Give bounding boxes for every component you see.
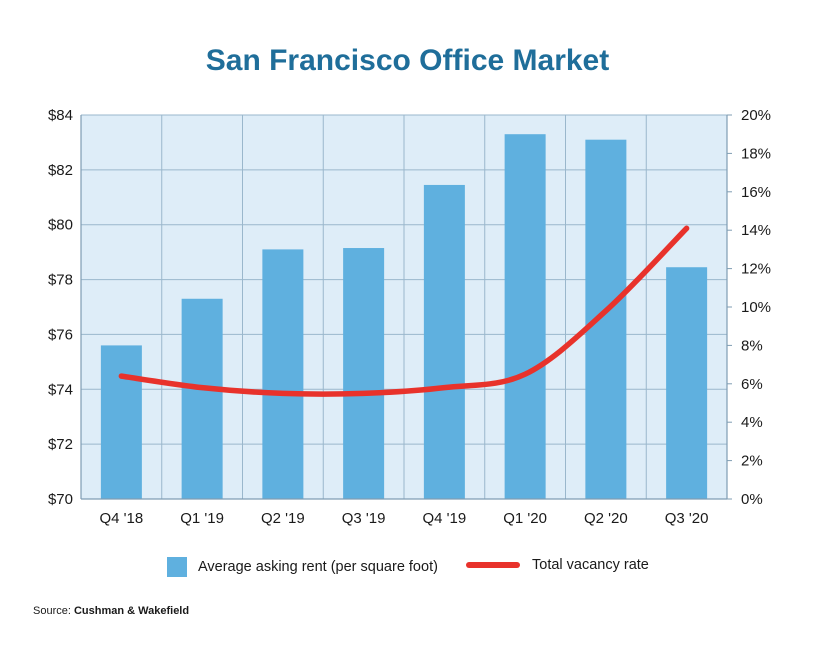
y-right-tick-label: 20% — [741, 107, 771, 124]
y-left-tick-label: $70 — [48, 491, 73, 508]
line-vacancy — [118, 225, 690, 397]
y-left-tick-label: $82 — [48, 162, 73, 179]
x-tick-label: Q3 '20 — [665, 510, 709, 527]
bar-rent — [262, 249, 304, 499]
source-note: Source: Cushman & Wakefield — [33, 605, 189, 617]
y-left-tick-label: $80 — [48, 217, 73, 234]
y-right-tick-label: 16% — [741, 184, 771, 201]
bar-rent — [423, 184, 465, 499]
x-tick-label: Q4 '18 — [100, 510, 144, 527]
y-left-tick-label: $76 — [48, 326, 73, 343]
y-right-tick-label: 0% — [741, 491, 763, 508]
bar-rent — [585, 139, 627, 499]
bar-rent — [181, 298, 223, 499]
legend-label-rent: Average asking rent (per square foot) — [198, 559, 438, 575]
source-prefix: Source: — [33, 605, 74, 617]
y-right-tick-label: 14% — [741, 222, 771, 239]
y-right-tick-label: 4% — [741, 414, 763, 431]
y-left-tick-label: $78 — [48, 272, 73, 289]
y-right-tick-label: 10% — [741, 299, 771, 316]
y-left-tick-label: $74 — [48, 381, 73, 398]
y-right-tick-label: 12% — [741, 261, 771, 278]
y-right-tick-label: 18% — [741, 145, 771, 162]
legend-swatch-vacancy — [466, 562, 520, 568]
legend: Average asking rent (per square foot) To… — [0, 557, 815, 581]
legend-item-rent: Average asking rent (per square foot) — [167, 557, 438, 577]
y-right-tick-label: 2% — [741, 453, 763, 470]
x-tick-label: Q2 '20 — [584, 510, 628, 527]
x-tick-label: Q4 '19 — [423, 510, 467, 527]
source-name: Cushman & Wakefield — [73, 605, 190, 617]
y-left-tick-label: $84 — [48, 107, 73, 124]
legend-item-vacancy: Total vacancy rate — [466, 557, 649, 573]
y-right-tick-label: 6% — [741, 376, 763, 393]
x-tick-label: Q1 '19 — [180, 510, 224, 527]
x-tick-label: Q2 '19 — [261, 510, 305, 527]
x-tick-label: Q3 '19 — [342, 510, 386, 527]
legend-swatch-rent — [167, 557, 187, 577]
legend-label-vacancy: Total vacancy rate — [532, 557, 649, 573]
x-tick-label: Q1 '20 — [503, 510, 547, 527]
y-right-tick-label: 8% — [741, 337, 763, 354]
bar-rent — [343, 248, 385, 499]
y-left-tick-label: $72 — [48, 436, 73, 453]
bar-rent — [666, 267, 708, 499]
chart-title: San Francisco Office Market — [205, 44, 610, 77]
bar-rent — [100, 345, 142, 499]
bar-rent — [504, 134, 546, 499]
